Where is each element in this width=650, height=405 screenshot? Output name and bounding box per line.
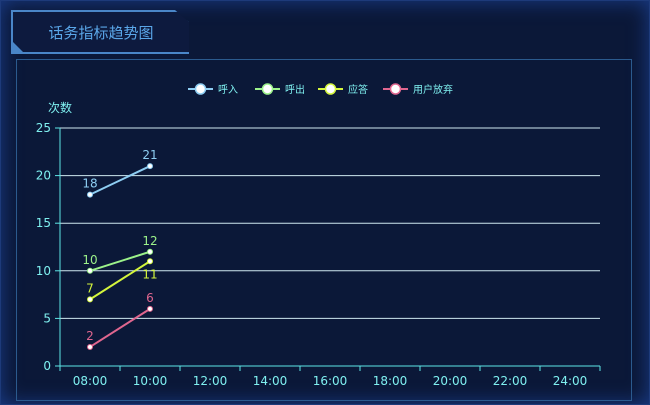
legend-marker [194,83,207,95]
series-line [89,260,151,301]
data-label: 18 [82,177,97,191]
x-tick-label: 08:00 [73,374,108,388]
legend-label: 应答 [348,83,368,96]
corner-decoration [11,40,25,54]
data-point [147,248,153,255]
y-tick-label: 0 [43,359,51,373]
chart-panel [16,59,632,401]
series-line [89,250,151,272]
legend-label: 呼入 [218,84,238,96]
x-tick-label: 10:00 [133,374,168,388]
x-tick-label: 12:00 [193,374,228,388]
x-tick-label: 14:00 [253,374,288,388]
legend-label: 呼出 [285,83,305,96]
data-point [87,296,93,303]
data-point [87,191,93,198]
data-point [147,305,153,312]
legend-marker [389,83,402,95]
y-tick-label: 5 [43,311,51,325]
series-line [89,165,151,196]
y-axis-label: 次数 [48,100,72,115]
data-label: 10 [82,253,97,267]
title-box: 话务指标趋势图 [11,10,189,54]
y-tick-label: 10 [36,264,51,278]
y-tick-label: 15 [36,216,51,230]
series-line [89,308,151,348]
data-point [147,163,153,170]
y-tick-label: 25 [36,121,51,135]
legend-marker [261,83,274,95]
data-point [87,267,93,274]
data-label: 2 [86,329,94,343]
data-point [147,258,153,265]
x-tick-label: 20:00 [433,374,468,388]
x-tick-label: 16:00 [313,374,348,388]
x-tick-label: 22:00 [493,374,528,388]
data-label: 12 [142,234,157,248]
legend-marker [324,83,337,95]
data-label: 21 [142,148,157,162]
data-label: 7 [86,281,94,295]
data-point [87,343,93,350]
x-tick-label: 24:00 [553,374,588,388]
x-tick-label: 18:00 [373,374,408,388]
page-title: 话务指标趋势图 [48,24,154,42]
y-tick-label: 20 [36,169,51,183]
legend-label: 用户放弃 [413,83,453,96]
data-label: 6 [146,291,154,305]
data-label: 11 [142,267,157,281]
